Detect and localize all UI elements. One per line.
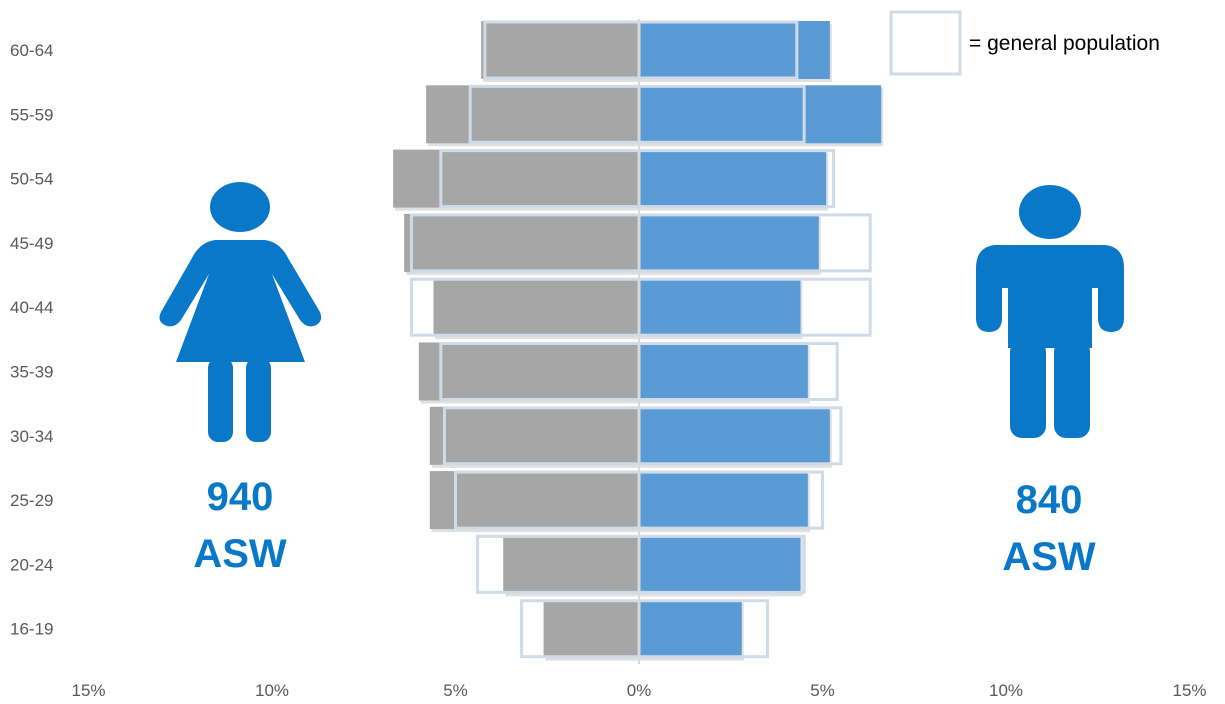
male-count: 840	[1016, 478, 1083, 522]
bar-right-35-39	[639, 342, 808, 401]
legend-text: = general population	[969, 32, 1160, 55]
y-tick-label: 40-44	[10, 298, 53, 317]
legend: = general population	[889, 10, 1160, 76]
x-axis-labels: 15% 10% 5% 0% 5% 10% 15%	[71, 681, 1206, 700]
legend-swatch	[889, 10, 962, 76]
y-tick-label: 20-24	[10, 555, 53, 574]
y-tick-label: 50-54	[10, 170, 53, 189]
y-tick-label: 55-59	[10, 105, 53, 124]
bar-left-45-49	[404, 213, 639, 272]
y-tick-label: 45-49	[10, 234, 53, 253]
bar-right-25-29	[639, 471, 808, 530]
woman-icon	[159, 182, 322, 442]
y-tick-label: 30-34	[10, 427, 53, 446]
female-count: 940	[207, 475, 274, 519]
male-unit: ASW	[1002, 535, 1096, 579]
x-tick-label: 5%	[443, 681, 468, 700]
bar-left-40-44	[433, 278, 639, 337]
bar-right-20-24	[639, 535, 801, 594]
bar-left-25-29	[429, 471, 639, 530]
bar-right-16-19	[639, 599, 742, 658]
x-tick-label: 5%	[810, 681, 835, 700]
y-axis-labels: 16-19 20-24 25-29 30-34 35-39 40-44 45-49 50-54…	[10, 41, 53, 639]
female-unit: ASW	[193, 532, 287, 576]
bar-right-55-59	[639, 85, 882, 144]
bar-left-50-54	[393, 149, 639, 208]
bar-right-40-44	[639, 278, 801, 337]
y-tick-label: 60-64	[10, 41, 53, 60]
x-tick-label: 0%	[627, 681, 652, 700]
bar-right-60-64	[639, 21, 830, 79]
bar-left-60-64	[481, 21, 639, 79]
bar-left-35-39	[418, 342, 639, 401]
bar-left-16-19	[543, 599, 639, 658]
bar-left-55-59	[426, 85, 639, 144]
y-tick-label: 16-19	[10, 620, 53, 639]
x-tick-label: 10%	[989, 681, 1023, 700]
man-icon	[976, 185, 1124, 438]
bar-left-20-24	[503, 535, 639, 594]
bar-left-30-34	[429, 406, 639, 465]
y-tick-label: 25-29	[10, 491, 53, 510]
x-tick-label: 15%	[71, 681, 105, 700]
bar-right-30-34	[639, 406, 830, 465]
x-tick-label: 10%	[255, 681, 289, 700]
bar-right-45-49	[639, 213, 819, 272]
bar-right-50-54	[639, 149, 827, 208]
x-tick-label: 15%	[1172, 681, 1206, 700]
y-tick-label: 35-39	[10, 363, 53, 382]
